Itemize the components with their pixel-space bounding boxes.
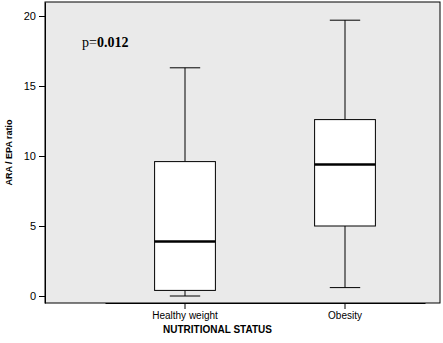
upper-whisker: [345, 20, 346, 119]
median-line: [315, 163, 376, 166]
y-tick-mark: [39, 226, 45, 227]
x-tick-label: Obesity: [328, 310, 362, 321]
box: [315, 120, 376, 226]
x-axis-line: [106, 303, 426, 304]
y-tick: 0: [30, 290, 45, 302]
median-line: [155, 240, 216, 243]
y-tick-label: 20: [24, 10, 36, 22]
lower-whisker-cap: [170, 296, 200, 297]
y-tick-mark: [39, 16, 45, 17]
annotation-part: 0.012: [97, 35, 129, 50]
y-tick-mark: [39, 86, 45, 87]
y-tick-mark: [39, 156, 45, 157]
x-tick: Obesity: [328, 303, 362, 321]
y-tick-label: 5: [30, 220, 36, 232]
lower-whisker: [185, 290, 186, 296]
box-group: [155, 68, 216, 296]
upper-whisker-cap: [170, 67, 200, 68]
box-group: [315, 20, 376, 287]
y-tick: 15: [24, 80, 45, 92]
y-tick-label: 0: [30, 290, 36, 302]
annotation-part: p=: [82, 35, 97, 50]
y-axis-title: ARA / EPA ratio: [4, 119, 14, 186]
x-tick-label: Healthy weight: [152, 310, 218, 321]
box: [155, 162, 216, 291]
x-tick-mark: [345, 303, 346, 309]
x-axis: Healthy weight Obesity: [106, 303, 426, 321]
y-tick: 20: [24, 10, 45, 22]
y-tick-mark: [39, 296, 45, 297]
upper-whisker-cap: [330, 20, 360, 21]
lower-whisker-cap: [330, 287, 360, 288]
y-axis: 0 5 10 15 20: [24, 3, 46, 304]
upper-whisker: [185, 68, 186, 162]
annotation: p=0.012: [82, 35, 128, 50]
x-tick-mark: [185, 303, 186, 309]
y-tick: 5: [30, 220, 45, 232]
chart-root: 0 5 10 15 20 Healthy weight Obesity p=0.012 NUTR…: [0, 0, 443, 343]
x-tick: Healthy weight: [152, 303, 218, 321]
y-axis-line: [45, 3, 46, 304]
plot-background: [45, 2, 440, 303]
y-tick-label: 10: [24, 150, 36, 162]
y-tick: 10: [24, 150, 45, 162]
y-tick-label: 15: [24, 80, 36, 92]
plot: 0 5 10 15 20 Healthy weight Obesity p=0.012: [24, 2, 440, 321]
x-axis-title: NUTRITIONAL STATUS: [163, 324, 272, 335]
boxes: [155, 20, 376, 296]
lower-whisker: [345, 226, 346, 288]
